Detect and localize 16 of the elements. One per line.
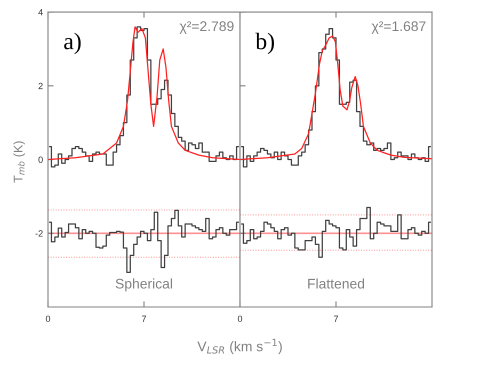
- y-axis-title: T$_{mb}$ (K): [13, 141, 25, 183]
- annotation: χ²=2.789: [180, 21, 234, 34]
- y-tick-label: 2: [38, 82, 43, 90]
- annotation: a): [64, 32, 81, 54]
- x-tick-label: 0: [238, 316, 242, 322]
- annotation: b): [255, 32, 274, 54]
- annotation: Spherical: [116, 278, 172, 292]
- x-tick-label: 7: [142, 316, 146, 322]
- x-tick-label: 0: [46, 316, 50, 322]
- y-tick-label: 0: [38, 156, 43, 163]
- annotation: χ²=1.687: [372, 21, 426, 34]
- y-tick-label: -2: [36, 230, 43, 237]
- annotation: Flattened: [308, 278, 364, 289]
- y-tick-label: 4: [38, 9, 43, 16]
- x-tick-label: 7: [334, 316, 338, 322]
- x-axis-title: V$_{LSR}$ (km s$^{−1}$): [197, 338, 282, 354]
